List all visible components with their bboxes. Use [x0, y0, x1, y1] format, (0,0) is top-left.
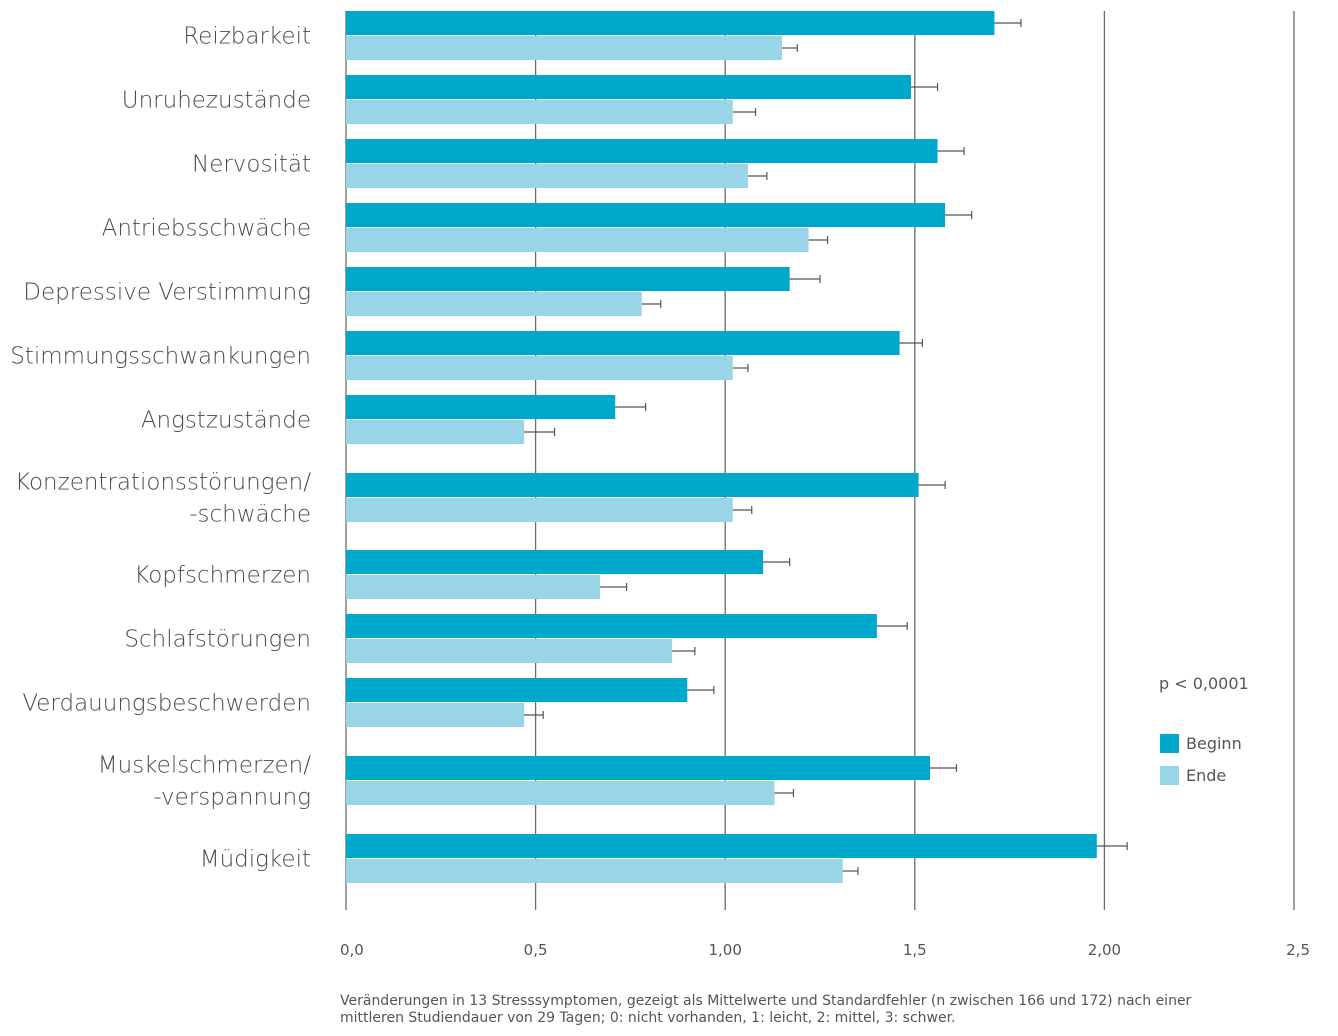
x-tick-label: 1,5: [903, 941, 927, 959]
bar-beginn: [346, 614, 877, 638]
category-label: Nervosität: [192, 152, 311, 178]
bar-ende: [346, 164, 748, 188]
bar-ende: [346, 575, 601, 599]
x-tick-label: 1,00: [708, 941, 741, 959]
category-label: Müdigkeit: [200, 847, 311, 873]
bar-ende: [346, 639, 673, 663]
category-label: Konzentrationsstörungen/-schwäche: [15, 470, 311, 528]
legend-swatch-beginn: [1160, 734, 1179, 753]
bar-ende: [346, 100, 733, 124]
x-tick-label: 2,5: [1286, 941, 1310, 959]
bar-beginn: [346, 834, 1097, 858]
bar-beginn: [346, 11, 995, 35]
caption-line-2: mittleren Studiendauer von 29 Tagen; 0: …: [340, 1010, 956, 1026]
x-tick-label: 0,0: [340, 941, 364, 959]
category-label: Unruhezustände: [122, 88, 311, 114]
bar-beginn: [346, 139, 938, 163]
bar-beginn: [346, 203, 946, 227]
legend-label-beginn: Beginn: [1186, 734, 1242, 753]
bars: [346, 11, 1097, 883]
bar-ende: [346, 292, 642, 316]
bar-ende: [346, 781, 775, 805]
caption-line-1: Veränderungen in 13 Stresssymptomen, gez…: [340, 993, 1192, 1009]
category-labels: Reizbarkeit Unruhezustände Nervosität Antri…: [10, 24, 311, 873]
p-value-annotation: p < 0,0001: [1159, 674, 1249, 693]
bar-ende: [346, 703, 525, 727]
category-label: Verdauungsbeschwerden: [22, 691, 311, 717]
bar-chart: Reizbarkeit Unruhezustände Nervosität Antri…: [10, 11, 1310, 959]
category-label: Muskelschmerzen/-verspannung: [98, 753, 311, 811]
category-label: Schlafstörungen: [124, 627, 311, 653]
category-label: Depressive Verstimmung: [23, 280, 311, 306]
error-bars: [524, 19, 1128, 875]
bar-ende: [346, 36, 783, 60]
category-label: Stimmungsschwankungen: [10, 344, 311, 370]
bar-beginn: [346, 395, 616, 419]
bar-ende: [346, 228, 809, 252]
category-label: Kopfschmerzen: [134, 563, 311, 589]
legend-swatch-ende: [1160, 766, 1179, 785]
category-label: Angstzustände: [141, 408, 311, 434]
bar-beginn: [346, 678, 688, 702]
bar-ende: [346, 356, 733, 380]
x-tick-label: 0,5: [524, 941, 548, 959]
category-label: Antriebsschwäche: [102, 216, 311, 242]
bar-ende: [346, 420, 525, 444]
bar-beginn: [346, 550, 764, 574]
legend-label-ende: Ende: [1186, 766, 1226, 785]
chart-caption: Veränderungen in 13 Stresssymptomen, gez…: [340, 993, 1300, 1027]
x-tick-label: 2,00: [1088, 941, 1121, 959]
bar-ende: [346, 498, 733, 522]
bar-beginn: [346, 267, 790, 291]
bar-beginn: [346, 331, 900, 355]
x-tick-labels: 0,0 0,5 1,00 1,5 2,00 2,5: [340, 941, 1310, 959]
bar-beginn: [346, 75, 912, 99]
bar-beginn: [346, 756, 930, 780]
bar-beginn: [346, 473, 919, 497]
legend: p < 0,0001 Beginn Ende: [1159, 674, 1249, 785]
bar-ende: [346, 859, 843, 883]
category-label: Reizbarkeit: [183, 24, 311, 50]
